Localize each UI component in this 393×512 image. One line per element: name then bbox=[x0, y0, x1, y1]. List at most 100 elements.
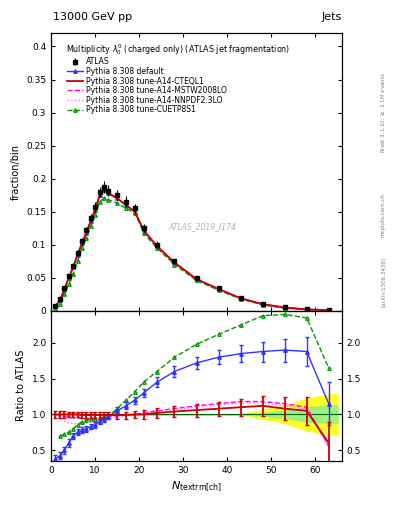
Pythia 8.308 tune-A14-MSTW2008LO bbox=[66, 274, 71, 281]
Pythia 8.308 tune-CUETP8S1 bbox=[106, 197, 111, 203]
Pythia 8.308 tune-A14-MSTW2008LO bbox=[326, 307, 331, 313]
Pythia 8.308 default bbox=[154, 243, 159, 249]
Pythia 8.308 tune-CUETP8S1 bbox=[88, 223, 93, 229]
Pythia 8.308 tune-A14-CTEQL1 bbox=[154, 243, 159, 249]
Text: ATLAS_2019_I174: ATLAS_2019_I174 bbox=[168, 222, 236, 231]
Pythia 8.308 default bbox=[194, 276, 199, 282]
Text: Rivet 3.1.10, $\geq$ 3.1M events: Rivet 3.1.10, $\geq$ 3.1M events bbox=[379, 72, 387, 153]
Pythia 8.308 tune-A14-NNPDF2.3LO bbox=[57, 297, 62, 303]
Pythia 8.308 tune-CUETP8S1 bbox=[53, 306, 58, 312]
Pythia 8.308 tune-A14-MSTW2008LO bbox=[141, 227, 146, 233]
Pythia 8.308 default bbox=[66, 274, 71, 281]
Pythia 8.308 tune-A14-MSTW2008LO bbox=[154, 243, 159, 249]
Pythia 8.308 tune-CUETP8S1 bbox=[238, 296, 243, 302]
Text: Multiplicity $\lambda_0^0$ (charged only) (ATLAS jet fragmentation): Multiplicity $\lambda_0^0$ (charged only… bbox=[66, 41, 290, 56]
Pythia 8.308 tune-A14-CTEQL1 bbox=[53, 303, 58, 309]
Pythia 8.308 tune-A14-MSTW2008LO bbox=[124, 202, 129, 208]
Pythia 8.308 tune-A14-MSTW2008LO bbox=[53, 303, 58, 309]
Line: Pythia 8.308 tune-A14-MSTW2008LO: Pythia 8.308 tune-A14-MSTW2008LO bbox=[55, 190, 329, 310]
Pythia 8.308 default bbox=[88, 218, 93, 224]
Pythia 8.308 tune-A14-CTEQL1 bbox=[75, 251, 80, 258]
Pythia 8.308 default bbox=[141, 227, 146, 233]
Text: mcplots.cern.ch: mcplots.cern.ch bbox=[381, 193, 386, 237]
Pythia 8.308 tune-CUETP8S1 bbox=[57, 301, 62, 307]
Pythia 8.308 tune-A14-NNPDF2.3LO bbox=[115, 196, 119, 202]
Pythia 8.308 tune-CUETP8S1 bbox=[172, 262, 177, 268]
Line: Pythia 8.308 tune-CUETP8S1: Pythia 8.308 tune-CUETP8S1 bbox=[54, 197, 331, 312]
Pythia 8.308 tune-A14-MSTW2008LO bbox=[172, 260, 177, 266]
Pythia 8.308 tune-A14-NNPDF2.3LO bbox=[75, 251, 80, 258]
Pythia 8.308 tune-A14-MSTW2008LO bbox=[132, 208, 137, 215]
Pythia 8.308 tune-A14-NNPDF2.3LO bbox=[132, 208, 137, 215]
Pythia 8.308 tune-A14-MSTW2008LO bbox=[238, 295, 243, 301]
Pythia 8.308 default bbox=[106, 190, 111, 196]
Pythia 8.308 tune-A14-NNPDF2.3LO bbox=[62, 287, 67, 293]
Pythia 8.308 default bbox=[102, 187, 107, 193]
Pythia 8.308 default bbox=[238, 295, 243, 301]
Pythia 8.308 tune-A14-NNPDF2.3LO bbox=[141, 227, 146, 233]
Pythia 8.308 tune-A14-NNPDF2.3LO bbox=[66, 274, 71, 281]
Pythia 8.308 tune-A14-CTEQL1 bbox=[115, 196, 119, 202]
Pythia 8.308 tune-A14-NNPDF2.3LO bbox=[53, 303, 58, 309]
Pythia 8.308 tune-A14-MSTW2008LO bbox=[57, 297, 62, 303]
Pythia 8.308 tune-A14-NNPDF2.3LO bbox=[238, 295, 243, 301]
Pythia 8.308 tune-CUETP8S1 bbox=[84, 235, 89, 241]
Pythia 8.308 tune-A14-CTEQL1 bbox=[260, 301, 265, 307]
Pythia 8.308 default bbox=[132, 208, 137, 215]
Pythia 8.308 tune-A14-MSTW2008LO bbox=[106, 190, 111, 196]
Pythia 8.308 default bbox=[172, 260, 177, 266]
Pythia 8.308 default bbox=[97, 192, 102, 198]
Pythia 8.308 tune-CUETP8S1 bbox=[132, 210, 137, 216]
Pythia 8.308 tune-A14-CTEQL1 bbox=[304, 306, 309, 312]
Pythia 8.308 tune-A14-CTEQL1 bbox=[282, 305, 287, 311]
Pythia 8.308 tune-CUETP8S1 bbox=[115, 200, 119, 206]
Pythia 8.308 default bbox=[57, 297, 62, 303]
Pythia 8.308 default bbox=[79, 240, 84, 246]
Pythia 8.308 tune-A14-CTEQL1 bbox=[172, 260, 177, 266]
Pythia 8.308 tune-A14-NNPDF2.3LO bbox=[326, 307, 331, 313]
Pythia 8.308 tune-A14-CTEQL1 bbox=[132, 208, 137, 215]
Pythia 8.308 tune-A14-NNPDF2.3LO bbox=[172, 260, 177, 266]
Pythia 8.308 tune-A14-CTEQL1 bbox=[84, 230, 89, 236]
Pythia 8.308 tune-A14-MSTW2008LO bbox=[88, 218, 93, 224]
Pythia 8.308 tune-A14-MSTW2008LO bbox=[115, 196, 119, 202]
Pythia 8.308 tune-CUETP8S1 bbox=[97, 199, 102, 205]
Pythia 8.308 tune-A14-MSTW2008LO bbox=[216, 286, 221, 292]
Pythia 8.308 tune-A14-CTEQL1 bbox=[66, 274, 71, 281]
Pythia 8.308 tune-A14-NNPDF2.3LO bbox=[97, 192, 102, 198]
Pythia 8.308 default bbox=[304, 306, 309, 312]
Pythia 8.308 tune-A14-MSTW2008LO bbox=[84, 230, 89, 236]
Pythia 8.308 tune-A14-CTEQL1 bbox=[194, 276, 199, 282]
Line: Pythia 8.308 tune-A14-NNPDF2.3LO: Pythia 8.308 tune-A14-NNPDF2.3LO bbox=[55, 190, 329, 310]
Pythia 8.308 tune-A14-MSTW2008LO bbox=[102, 187, 107, 193]
Pythia 8.308 tune-A14-NNPDF2.3LO bbox=[106, 190, 111, 196]
Pythia 8.308 tune-A14-MSTW2008LO bbox=[304, 306, 309, 312]
Pythia 8.308 tune-A14-MSTW2008LO bbox=[75, 251, 80, 258]
Pythia 8.308 tune-A14-MSTW2008LO bbox=[71, 264, 75, 270]
Pythia 8.308 tune-A14-NNPDF2.3LO bbox=[71, 264, 75, 270]
X-axis label: $N_{\mathrm{textrm[ch]}}$: $N_{\mathrm{textrm[ch]}}$ bbox=[171, 480, 222, 495]
Pythia 8.308 tune-A14-NNPDF2.3LO bbox=[88, 218, 93, 224]
Text: [arXiv:1306.3436]: [arXiv:1306.3436] bbox=[381, 257, 386, 307]
Pythia 8.308 default bbox=[75, 251, 80, 258]
Pythia 8.308 default bbox=[115, 196, 119, 202]
Pythia 8.308 tune-CUETP8S1 bbox=[282, 305, 287, 311]
Pythia 8.308 tune-CUETP8S1 bbox=[124, 205, 129, 211]
Pythia 8.308 default bbox=[282, 305, 287, 311]
Pythia 8.308 tune-A14-MSTW2008LO bbox=[194, 276, 199, 282]
Pythia 8.308 tune-A14-CTEQL1 bbox=[97, 192, 102, 198]
Pythia 8.308 tune-A14-CTEQL1 bbox=[71, 264, 75, 270]
Pythia 8.308 tune-A14-MSTW2008LO bbox=[260, 301, 265, 307]
Pythia 8.308 tune-A14-CTEQL1 bbox=[106, 190, 111, 196]
Pythia 8.308 tune-A14-MSTW2008LO bbox=[93, 207, 97, 213]
Pythia 8.308 default bbox=[93, 207, 97, 213]
Pythia 8.308 tune-A14-NNPDF2.3LO bbox=[102, 187, 107, 193]
Pythia 8.308 tune-A14-CTEQL1 bbox=[141, 227, 146, 233]
Pythia 8.308 tune-CUETP8S1 bbox=[62, 291, 67, 297]
Pythia 8.308 tune-A14-CTEQL1 bbox=[79, 240, 84, 246]
Pythia 8.308 tune-A14-NNPDF2.3LO bbox=[154, 243, 159, 249]
Pythia 8.308 tune-CUETP8S1 bbox=[66, 281, 71, 287]
Pythia 8.308 tune-CUETP8S1 bbox=[79, 245, 84, 251]
Pythia 8.308 tune-A14-MSTW2008LO bbox=[97, 192, 102, 198]
Pythia 8.308 tune-A14-NNPDF2.3LO bbox=[194, 276, 199, 282]
